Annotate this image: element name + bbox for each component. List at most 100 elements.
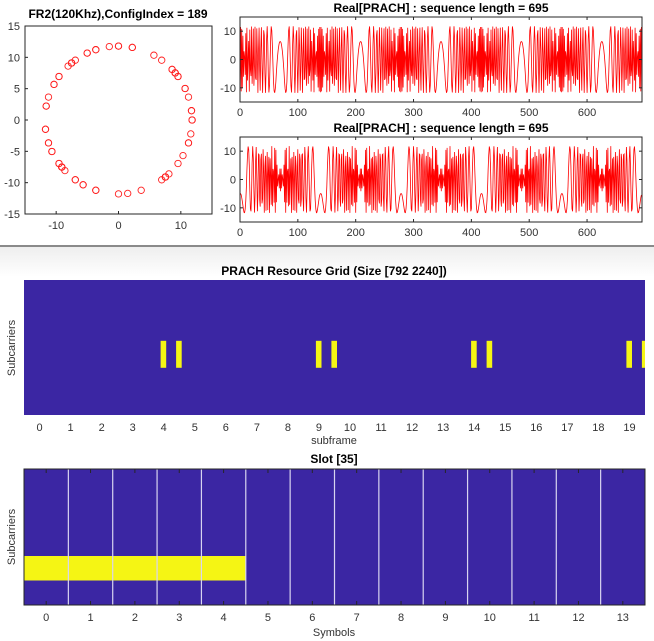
constellation-points (41, 42, 196, 198)
constellation-ytick-label: -15 (4, 209, 20, 221)
slot-grid-ylabel: Subcarriers (6, 508, 18, 565)
constellation-ytick-label: -10 (4, 178, 20, 190)
slot-grid-xtick-label: 1 (87, 612, 93, 624)
slot-grid-active-cell (24, 556, 69, 581)
slot-grid-xtick-label: 11 (528, 612, 539, 624)
resource-grid-block (176, 340, 182, 368)
constellation-point (124, 189, 132, 198)
constellation-ytick-label: 10 (8, 52, 20, 64)
resource-grid-xtick-label: 12 (406, 422, 418, 434)
slot-grid-title: Slot [35] (310, 452, 357, 466)
waveform-2-xticks: 0 100 200 300 400 500 600 (237, 137, 596, 239)
resource-grid-xtick-label: 2 (99, 422, 105, 434)
resource-grid-xtick-label: 1 (68, 422, 74, 434)
waveform-2-line (240, 146, 642, 214)
resource-grid-xtick-label: 7 (254, 422, 260, 434)
waveform-1-line (239, 26, 642, 93)
constellation-ytick-label: -5 (10, 146, 20, 158)
constellation-point (79, 181, 87, 189)
slot-grid-xtick-label: 2 (132, 612, 138, 624)
waveform-xtick-label: 600 (578, 227, 596, 239)
slot-grid-xtick-label: 9 (442, 612, 448, 624)
resource-grid-xtick-label: 5 (192, 422, 198, 434)
waveform-plot-2: Real[PRACH] : sequence length = 695 0 100… (220, 121, 643, 239)
waveform-xtick-label: 500 (520, 227, 538, 239)
resource-grid-block (160, 340, 167, 368)
constellation-point (187, 107, 196, 115)
constellation-point (168, 65, 176, 74)
constellation-point (114, 190, 123, 198)
constellation-point (184, 93, 193, 101)
waveform-2-yticks: 10 0 -10 (220, 146, 642, 215)
slot-grid-active-cell (68, 556, 113, 581)
constellation-point (50, 80, 58, 89)
waveform-xtick-label: 200 (347, 107, 365, 119)
constellation-point (161, 173, 170, 181)
resource-grid-xtick-label: 10 (344, 422, 356, 434)
waveform-xtick-label: 300 (404, 227, 422, 239)
constellation-ytick-label: 5 (14, 84, 20, 96)
constellation-point (181, 84, 189, 93)
constellation-title: FR2(120Khz),ConfigIndex = 189 (28, 7, 207, 21)
constellation-ytick-label: 15 (8, 21, 20, 33)
waveform-xtick-label: 200 (347, 227, 365, 239)
waveform-ytick-label: 10 (224, 26, 236, 38)
waveform-xtick-label: 500 (520, 107, 538, 119)
constellation-point (44, 93, 53, 101)
waveform-xtick-label: 100 (289, 107, 307, 119)
slot-grid-active-cell (112, 556, 158, 581)
slot-grid-xtick-label: 6 (309, 612, 315, 624)
resource-grid-xtick-label: 4 (161, 422, 167, 434)
resource-grid-xtick-label: 9 (316, 422, 322, 434)
constellation-point (48, 147, 56, 156)
waveform-ytick-label: 10 (224, 146, 236, 158)
slot-grid-xticks: 0 1 2 3 4 5 6 7 8 9 10 11 12 13 (43, 469, 629, 624)
resource-grid-block (315, 340, 322, 368)
constellation-point (174, 72, 182, 81)
resource-grid-xtick-label: 16 (530, 422, 542, 434)
constellation-plot: FR2(120Khz),ConfigIndex = 189 -10 0 10 15 1… (4, 7, 213, 232)
constellation-point (105, 42, 113, 51)
resource-grid-xtick-label: 3 (130, 422, 136, 434)
slot-grid-xtick-label: 5 (265, 612, 271, 624)
waveform-ytick-label: -10 (220, 203, 236, 215)
slot-grid-xtick-label: 0 (43, 612, 49, 624)
waveform-1-yticks: 10 0 -10 (220, 26, 642, 95)
figure-divider (0, 245, 654, 247)
slot-grid-xtick-label: 12 (572, 612, 584, 624)
constellation-ytick-label: 0 (14, 115, 20, 127)
constellation-point (41, 125, 50, 133)
resource-grid-xlabel: subframe (311, 435, 357, 447)
resource-grid-xtick-label: 11 (375, 422, 386, 434)
waveform-xtick-label: 400 (462, 227, 480, 239)
resource-grid-active-blocks (160, 340, 645, 368)
constellation-xtick-label: 0 (115, 220, 121, 232)
waveform-xtick-label: 0 (237, 107, 243, 119)
resource-grid-plot: PRACH Resource Grid (Size [792 2240]) 0 1… (6, 264, 645, 447)
waveform-xtick-label: 0 (237, 227, 243, 239)
constellation-point (92, 46, 100, 54)
constellation-point (67, 59, 76, 67)
resource-grid-block (486, 340, 493, 368)
resource-grid-xtick-label: 6 (223, 422, 229, 434)
constellation-point (92, 186, 100, 194)
constellation-point (44, 139, 53, 147)
constellation-xtick-label: -10 (48, 220, 64, 232)
resource-grid-title: PRACH Resource Grid (Size [792 2240]) (221, 264, 446, 278)
constellation-point (42, 102, 50, 110)
constellation-point (188, 116, 196, 124)
slot-grid-xtick-label: 4 (221, 612, 227, 624)
waveform-xtick-label: 100 (289, 227, 307, 239)
resource-grid-xtick-label: 18 (592, 422, 604, 434)
constellation-point (83, 49, 91, 57)
resource-grid-xtick-label: 14 (468, 422, 480, 434)
slot-grid-xtick-label: 3 (176, 612, 182, 624)
constellation-point (174, 159, 182, 168)
slot-grid-xtick-label: 10 (484, 612, 496, 624)
constellation-point (187, 130, 195, 138)
waveform-xtick-label: 400 (462, 107, 480, 119)
constellation-xtick-label: 10 (175, 220, 187, 232)
waveform-xtick-label: 600 (578, 107, 596, 119)
constellation-point (158, 56, 166, 64)
